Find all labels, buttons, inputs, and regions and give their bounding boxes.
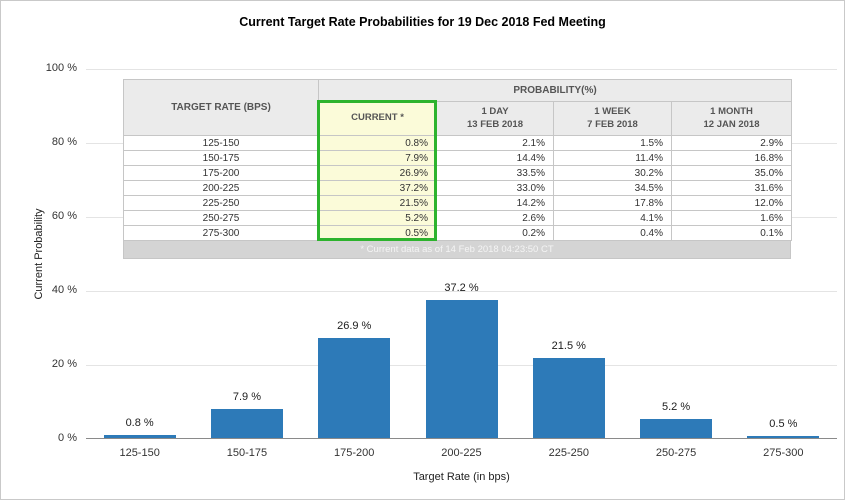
bar-value-label: 5.2 %: [661, 400, 691, 413]
bar-250-275: [640, 418, 713, 438]
probability-cell: 33.0%: [436, 180, 554, 196]
y-tick-label: 20 %: [51, 358, 77, 370]
x-tick-label: 125-150: [119, 447, 160, 459]
bar-200-225: [425, 300, 498, 438]
gridline: [86, 291, 837, 292]
y-tick-label: 60 %: [51, 210, 77, 222]
bar-value-label: 21.5 %: [551, 340, 586, 353]
y-tick-label: 0 %: [58, 432, 77, 444]
target-rate-cell: 175-200: [123, 165, 319, 181]
probability-cell: 2.6%: [436, 210, 554, 226]
target-rate-cell: 225-250: [123, 195, 319, 211]
bar-175-200: [318, 338, 391, 438]
target-rate-header: TARGET RATE (BPS): [123, 79, 319, 136]
bar-value-label: 37.2 %: [444, 282, 479, 295]
column-header-1-month: 1 MONTH 12 JAN 2018: [670, 101, 793, 136]
column-header-1-week: 1 WEEK 7 FEB 2018: [553, 101, 672, 136]
probability-cell: 0.2%: [436, 225, 554, 241]
probability-cell: 33.5%: [436, 165, 554, 181]
probability-cell: 1.6%: [670, 210, 793, 226]
x-axis-ticks: 125-150 150-175 175-200 200-225 225-250 250-2…: [86, 445, 837, 461]
bar-150-175: [210, 408, 283, 438]
y-tick-label: 80 %: [51, 136, 77, 148]
x-tick-label: 275-300: [763, 447, 804, 459]
x-tick-label: 250-275: [655, 447, 697, 459]
probability-cell: 12.0%: [670, 195, 793, 211]
probability-cell: 0.4%: [553, 225, 672, 241]
x-tick-label: 200-225: [441, 447, 482, 459]
column-header-current-: CURRENT *: [318, 101, 437, 136]
probability-cell: 21.5%: [318, 195, 437, 211]
probability-table-grid: TARGET RATE (BPS) PROBABILITY(%) CURRENT…: [123, 79, 793, 241]
probability-cell: 7.9%: [318, 150, 437, 166]
bar-value-label: 26.9 %: [337, 320, 372, 333]
table-row: 175-200 26.9% 33.5% 30.2% 35.0%: [123, 165, 793, 181]
table-row: 125-150 0.8% 2.1% 1.5% 2.9%: [123, 135, 793, 151]
probability-cell: 14.4%: [436, 150, 554, 166]
table-row: 275-300 0.5% 0.2% 0.4% 0.1%: [123, 225, 793, 241]
target-rate-cell: 125-150: [123, 135, 319, 151]
target-rate-cell: 150-175: [123, 150, 319, 166]
probability-cell: 34.5%: [553, 180, 672, 196]
probability-cell: 5.2%: [318, 210, 437, 226]
probability-cell: 26.9%: [318, 165, 437, 181]
probability-cell: 0.8%: [318, 135, 437, 151]
bar-125-150: [103, 435, 176, 438]
y-axis-ticks: 100 % 80 % 60 % 40 % 20 % 0 %: [1, 62, 77, 444]
bar-275-300: [747, 436, 820, 438]
gridline: [86, 69, 837, 70]
column-header-1-day: 1 DAY 13 FEB 2018: [436, 101, 554, 136]
probability-cell: 35.0%: [670, 165, 793, 181]
probability-cell: 4.1%: [553, 210, 672, 226]
probability-cell: 2.9%: [670, 135, 793, 151]
bar-value-label: 0.5 %: [769, 418, 798, 430]
bar-value-label: 0.8 %: [125, 417, 154, 430]
table-row: 200-225 37.2% 33.0% 34.5% 31.6%: [123, 180, 793, 196]
probability-cell: 17.8%: [553, 195, 672, 211]
x-tick-label: 225-250: [548, 447, 589, 459]
probability-cell: 37.2%: [318, 180, 437, 196]
y-tick-label: 100 %: [45, 62, 77, 74]
bar-value-label: 7.9 %: [232, 390, 261, 403]
probability-cell: 16.8%: [670, 150, 793, 166]
plot-area: 0.8 % 7.9 % 26.9 % 37.2 % 21.5 % 5.2 % 0.5 %: [86, 69, 837, 439]
probability-cell: 0.5%: [318, 225, 437, 241]
target-rate-cell: 250-275: [123, 210, 319, 226]
probability-cell: 0.1%: [670, 225, 793, 241]
table-row: 225-250 21.5% 14.2% 17.8% 12.0%: [123, 195, 793, 211]
x-tick-label: 175-200: [334, 447, 375, 459]
y-tick-label: 40 %: [51, 284, 77, 296]
x-axis-label: Target Rate (in bps): [413, 471, 510, 483]
probability-group-header: PROBABILITY(%): [317, 79, 793, 102]
target-rate-cell: 275-300: [123, 225, 319, 241]
probability-cell: 2.1%: [436, 135, 554, 151]
probability-table: TARGET RATE (BPS) PROBABILITY(%) CURRENT…: [123, 79, 793, 259]
table-footnote: * Current data as of 14 Feb 2018 04:23:5…: [123, 241, 791, 259]
bar-225-250: [532, 358, 605, 438]
probability-cell: 11.4%: [553, 150, 672, 166]
probability-cell: 30.2%: [553, 165, 672, 181]
probability-cell: 31.6%: [670, 180, 793, 196]
table-row: 150-175 7.9% 14.4% 11.4% 16.8%: [123, 150, 793, 166]
chart-title: Current Target Rate Probabilities for 19…: [239, 15, 606, 29]
probability-cell: 1.5%: [553, 135, 672, 151]
target-rate-cell: 200-225: [123, 180, 319, 196]
x-tick-label: 150-175: [226, 447, 268, 459]
table-row: 250-275 5.2% 2.6% 4.1% 1.6%: [123, 210, 793, 226]
probability-cell: 14.2%: [436, 195, 554, 211]
